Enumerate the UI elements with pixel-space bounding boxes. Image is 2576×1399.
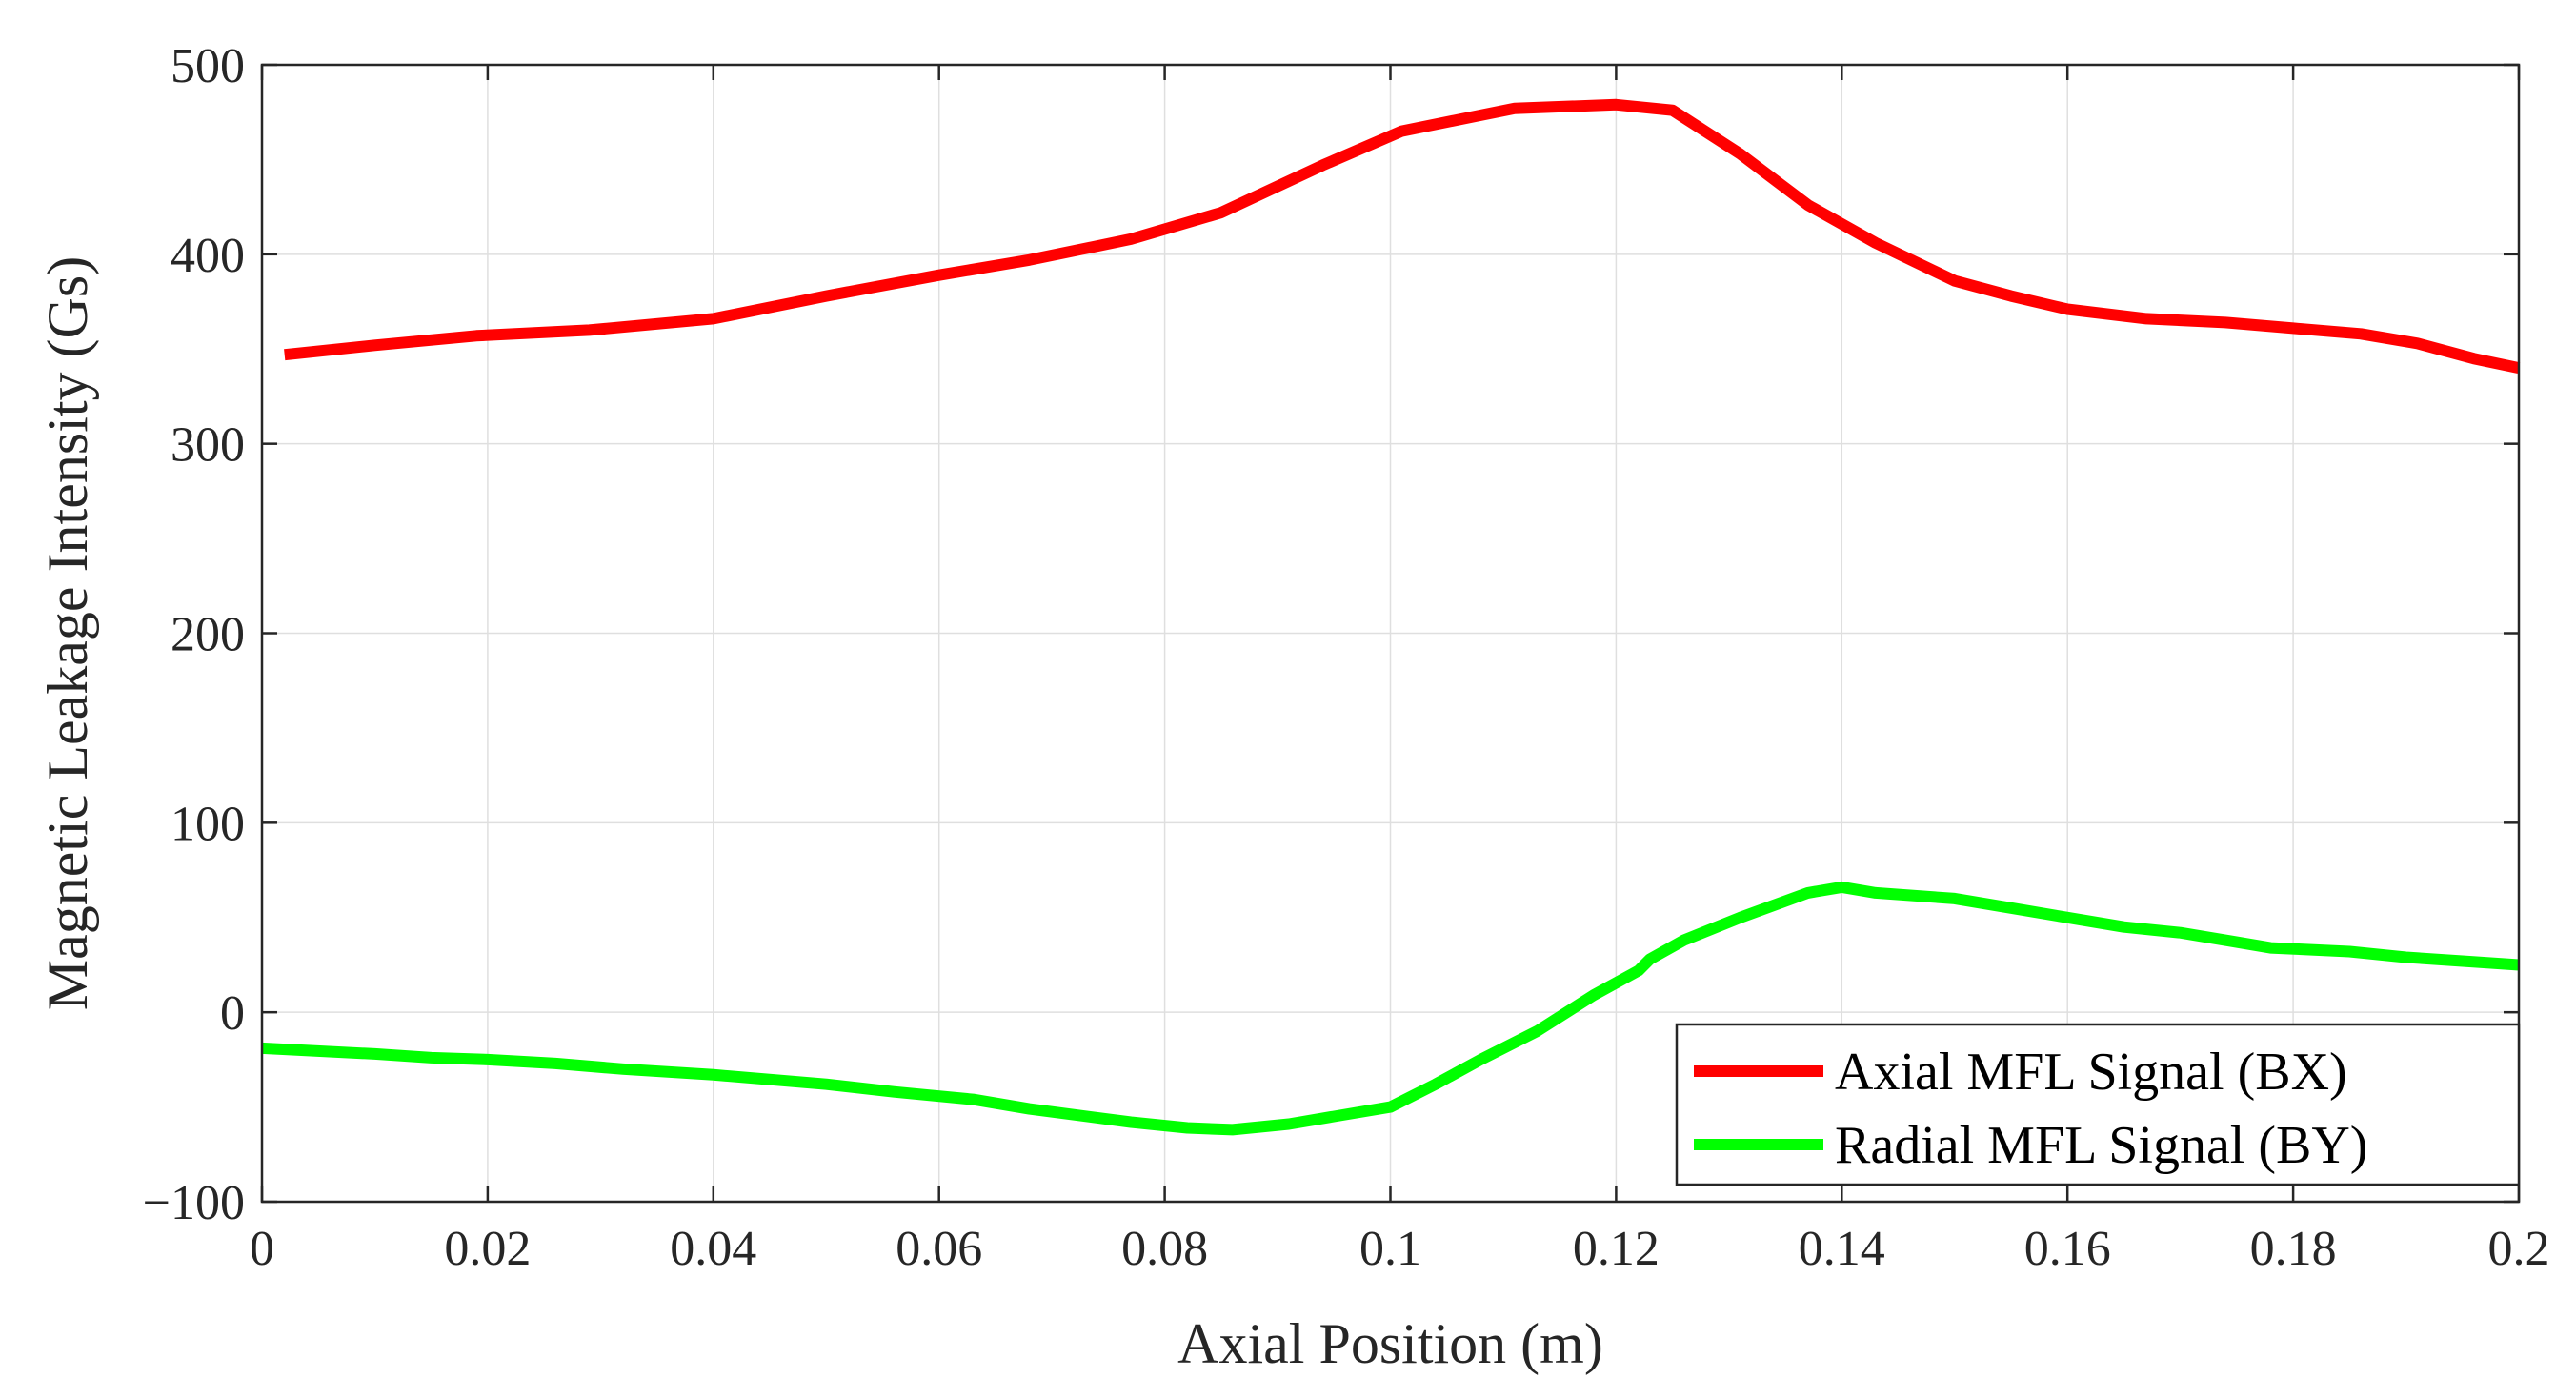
legend: Axial MFL Signal (BX) Radial MFL Signal … [1675, 1023, 2521, 1186]
y-tick-label: 100 [171, 797, 245, 851]
x-tick-label: 0.16 [2024, 1222, 2111, 1276]
y-tick-label: 500 [171, 39, 245, 93]
x-tick-label: 0.02 [444, 1222, 531, 1276]
y-tick-label: 400 [171, 229, 245, 283]
series-layer [261, 98, 2521, 1136]
x-tick-label: 0.1 [1359, 1222, 1421, 1276]
y-tick-label: 300 [171, 418, 245, 473]
y-tick-label: 0 [220, 986, 245, 1041]
y-tick-label: 200 [171, 608, 245, 662]
legend-label-axial: Axial MFL Signal (BX) [1835, 1043, 2347, 1102]
x-tick-label: 0.2 [2488, 1222, 2550, 1276]
x-tick-label: 0.08 [1121, 1222, 1208, 1276]
tick-layer: 0 0.02 0.04 0.06 0.08 0.1 0.12 0.14 0.16 0.18 0.2 −… [143, 39, 2550, 1276]
series-line-axial [284, 98, 2521, 374]
series-line-radial [261, 881, 2520, 1136]
x-tick-label: 0.06 [896, 1222, 982, 1276]
x-tick-label: 0.18 [2250, 1222, 2337, 1276]
legend-label-radial: Radial MFL Signal (BY) [1835, 1116, 2367, 1175]
y-axis-title: Magnetic Leakage Intensity (Gs) [36, 256, 99, 1010]
grid-layer [262, 65, 2519, 1202]
x-tick-label: 0.04 [670, 1222, 756, 1276]
x-tick-label: 0.14 [1799, 1222, 1885, 1276]
y-tick-label: −100 [143, 1176, 245, 1230]
x-tick-label: 0.12 [1573, 1222, 1660, 1276]
x-tick-label: 0 [250, 1222, 274, 1276]
legend-box [1675, 1023, 2521, 1186]
x-axis-title: Axial Position (m) [1177, 1312, 1603, 1375]
